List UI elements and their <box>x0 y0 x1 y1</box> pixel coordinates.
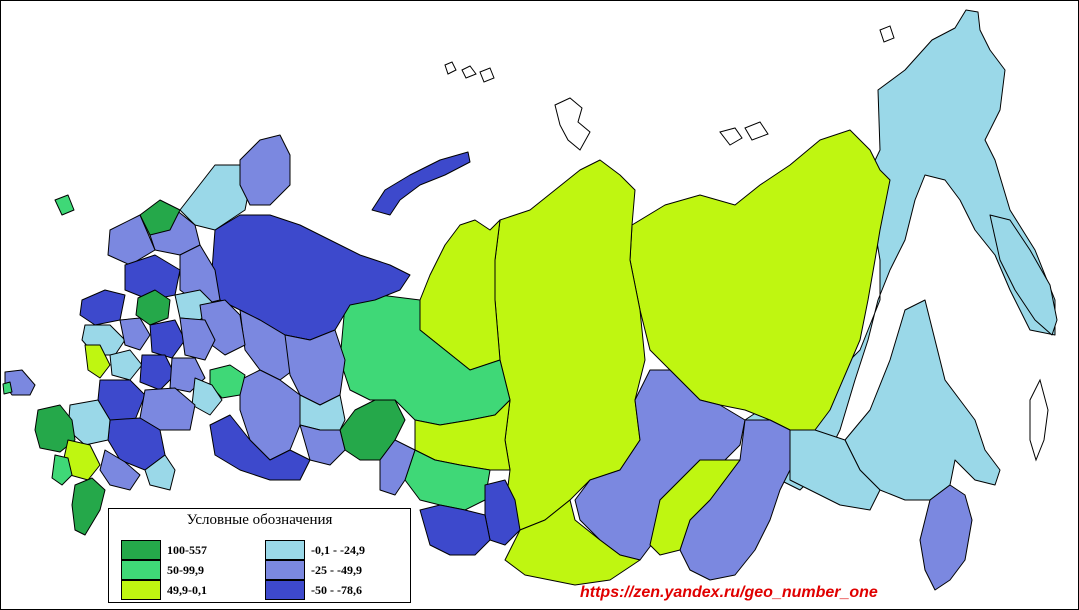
region-sevastopol[interactable] <box>2 381 13 395</box>
region-dagestan[interactable] <box>71 477 106 536</box>
region-omsk[interactable] <box>379 439 416 496</box>
region-kaliningrad[interactable] <box>54 194 75 216</box>
region-kamchatka[interactable] <box>989 214 1058 336</box>
legend-label: 49,9-0,1 <box>167 583 207 597</box>
region-primorye[interactable] <box>919 484 973 591</box>
legend-label: -0,1 - -24,9 <box>311 543 365 557</box>
region-samara[interactable] <box>191 377 223 416</box>
region-nizhny[interactable] <box>179 317 216 361</box>
island-severnaya-zemlya <box>554 97 591 151</box>
region-kursk[interactable] <box>84 344 111 379</box>
island-wrangel <box>879 25 895 43</box>
legend-title: Условные обозначения <box>186 512 333 528</box>
region-tyumen[interactable] <box>339 399 406 461</box>
island-sakhalin <box>1029 378 1049 462</box>
legend-swatch <box>121 580 161 600</box>
region-astrakhan[interactable] <box>144 454 176 491</box>
island-franz-josef <box>444 61 495 83</box>
region-ryazan[interactable] <box>149 319 186 359</box>
region-amur[interactable] <box>789 429 881 511</box>
region-tambov[interactable] <box>139 354 176 391</box>
region-novgorod[interactable] <box>107 214 156 266</box>
region-lipetsk[interactable] <box>109 349 143 381</box>
region-novosibirsk[interactable] <box>404 449 491 511</box>
legend-swatch <box>121 540 161 560</box>
region-kalmykia[interactable] <box>99 449 141 491</box>
map-legend: Условные обозначения 100-557 50-99,9 49,… <box>108 508 411 603</box>
region-smolensk[interactable] <box>79 289 126 326</box>
legend-label: -50 - -78,6 <box>311 583 362 597</box>
legend-label: 50-99,9 <box>167 563 204 577</box>
region-bashkortostan[interactable] <box>239 369 301 461</box>
region-buryatia[interactable] <box>649 459 741 556</box>
region-vologda[interactable] <box>179 244 221 306</box>
legend-swatch <box>265 580 305 600</box>
region-moscow[interactable] <box>135 289 171 326</box>
legend-swatch <box>265 540 305 560</box>
island-new-siberian <box>719 121 769 146</box>
region-north-caucasus[interactable] <box>51 454 73 486</box>
legend-swatch <box>265 560 305 580</box>
region-altai[interactable] <box>419 504 491 556</box>
legend-swatch <box>121 560 161 580</box>
region-novaya-zemlya[interactable] <box>371 151 471 216</box>
region-murmansk[interactable] <box>239 134 291 206</box>
source-link[interactable]: https://zen.yandex.ru/geo_number_one <box>580 584 878 601</box>
legend-label: 100-557 <box>167 543 207 557</box>
region-leningrad[interactable] <box>139 199 181 236</box>
region-kaluga[interactable] <box>119 317 151 351</box>
region-orenburg[interactable] <box>209 414 311 481</box>
region-khabarovsk[interactable] <box>844 299 1001 501</box>
region-tyva[interactable] <box>504 499 641 586</box>
legend-label: -25 - -49,9 <box>311 563 362 577</box>
